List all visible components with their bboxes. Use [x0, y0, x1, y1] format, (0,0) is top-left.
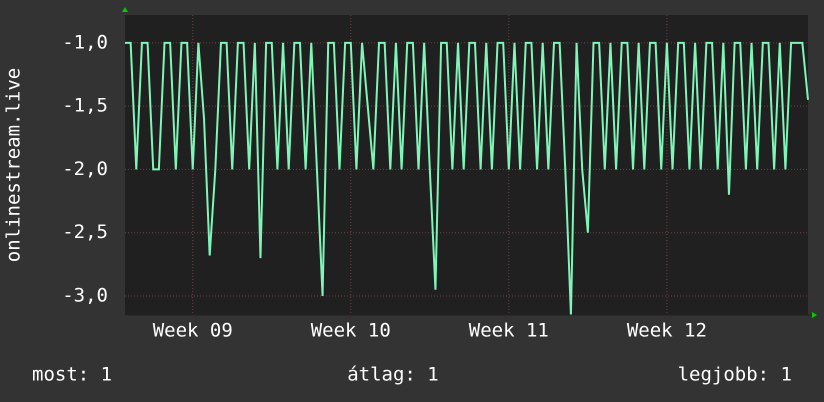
x-axis-arrow [812, 312, 817, 318]
y-tick-label: -3,0 [62, 285, 108, 307]
y-tick-label: -1,5 [62, 95, 108, 117]
data-line [125, 41, 809, 316]
stat-current: most: 1 [32, 364, 112, 386]
y-tick-label: -2,0 [62, 158, 108, 180]
stat-max: legjobb: 1 [678, 364, 792, 386]
y-tick-label: -1,0 [62, 31, 108, 53]
y-axis-label: onlinestream.live [3, 68, 25, 262]
x-tick-label: Week 09 [153, 320, 233, 342]
x-tick-label: Week 11 [469, 320, 549, 342]
y-axis-arrow [122, 7, 128, 12]
x-tick-label: Week 10 [311, 320, 391, 342]
x-tick-label: Week 12 [627, 320, 707, 342]
stat-average: átlag: 1 [347, 364, 439, 386]
y-tick-label: -2,5 [62, 221, 108, 243]
